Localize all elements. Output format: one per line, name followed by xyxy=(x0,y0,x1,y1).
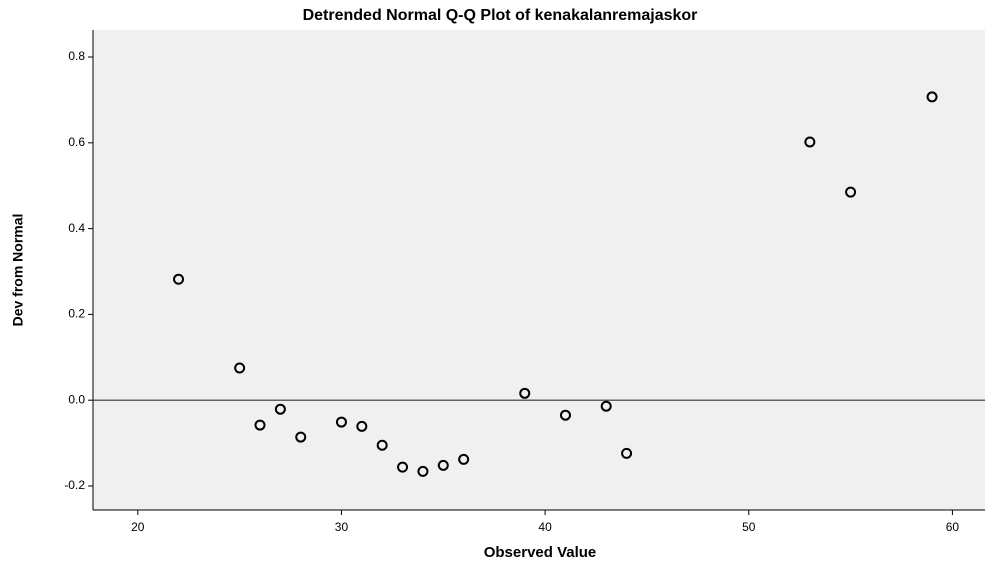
plot-area xyxy=(93,30,985,510)
point xyxy=(274,403,286,415)
point xyxy=(519,387,531,399)
x-tick-label: 40 xyxy=(538,520,552,534)
point xyxy=(621,447,633,459)
point xyxy=(254,419,266,431)
y-tick-label: 0.8 xyxy=(68,49,85,63)
chart-title: Detrended Normal Q-Q Plot of kenakalanre… xyxy=(303,7,698,24)
point xyxy=(234,362,246,374)
point xyxy=(845,186,857,198)
point xyxy=(804,136,816,148)
point xyxy=(417,465,429,477)
point xyxy=(559,409,571,421)
x-tick-label: 50 xyxy=(742,520,756,534)
x-tick-label: 30 xyxy=(335,520,349,534)
y-tick-label: 0.4 xyxy=(68,221,85,235)
point xyxy=(356,420,368,432)
point xyxy=(926,91,938,103)
x-tick-label: 20 xyxy=(131,520,145,534)
y-tick-label: 0.6 xyxy=(68,135,85,149)
y-tick-label: 0.0 xyxy=(68,392,85,406)
x-tick-label: 60 xyxy=(946,520,960,534)
point xyxy=(397,461,409,473)
y-tick-label: -0.2 xyxy=(64,478,85,492)
point xyxy=(295,431,307,443)
x-axis-label: Observed Value xyxy=(484,544,597,561)
point xyxy=(458,453,470,465)
point xyxy=(173,273,185,285)
point xyxy=(335,416,347,428)
point xyxy=(437,459,449,471)
y-tick-label: 0.2 xyxy=(68,307,85,321)
point xyxy=(376,439,388,451)
y-axis-label: Dev from Normal xyxy=(10,214,26,327)
point xyxy=(600,400,612,412)
